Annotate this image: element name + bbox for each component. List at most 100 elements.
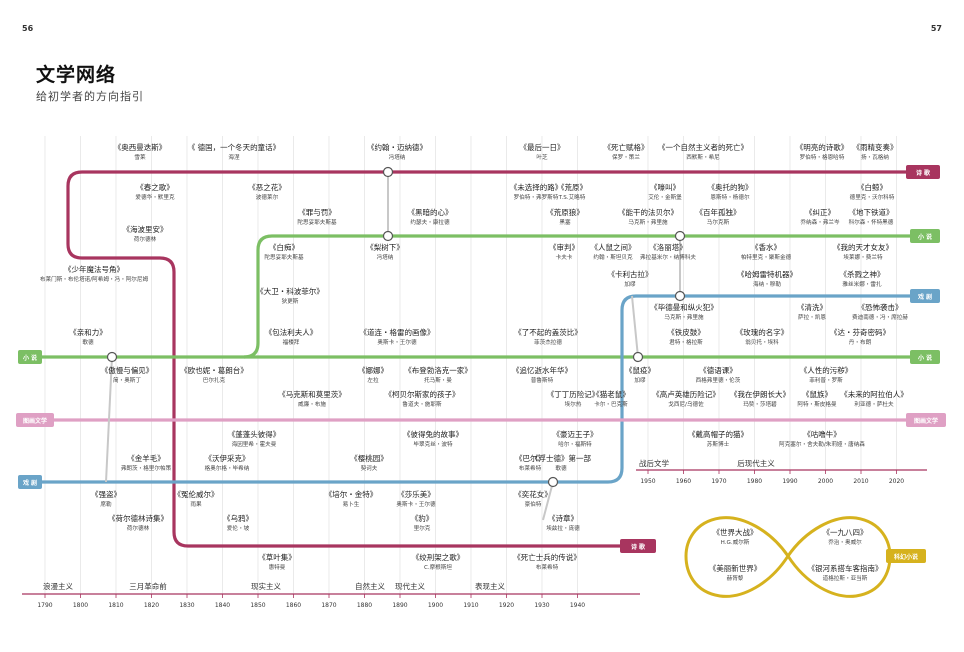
tick-label-bottom: 1890 — [392, 602, 407, 609]
work-author: 马尔克斯 — [707, 218, 730, 226]
work-author: 荷尔德林 — [127, 524, 150, 532]
work-title: 《欧也妮・葛朗台》 — [180, 365, 248, 375]
work-title: 《卡利古拉》 — [608, 269, 653, 279]
work-entry: 《荒原狼》黑塞 — [546, 207, 584, 226]
work-title: 《嚎叫》 — [650, 182, 680, 192]
work-entry: 《 德国，一个冬天的童话》海涅 — [188, 142, 280, 161]
work-title: 《培尔・金特》 — [325, 489, 378, 499]
work-title: 《樱桃园》 — [350, 453, 388, 463]
work-title: 《荷尔德林诗集》 — [108, 513, 168, 523]
tag-poetry-bottom: 诗 歌 — [631, 543, 646, 551]
work-entry: 《世界大战》H.G.威尔斯 — [713, 527, 758, 546]
tag-fiction-left: 小 说 — [22, 354, 37, 362]
work-entry: 《最后一日》叶芝 — [520, 142, 565, 161]
work-title: 《鼠族》 — [802, 389, 832, 399]
tag-fiction-left-bg — [18, 350, 42, 364]
work-author: 乔纳森・弗兰岑 — [800, 218, 840, 226]
work-title: 《咕噜牛》 — [803, 429, 841, 439]
work-title: 《哈姆雷特机器》 — [737, 269, 797, 279]
work-title: 《罪与罚》 — [298, 208, 336, 217]
work-title: 《奥西曼迭斯》 — [114, 142, 167, 152]
work-title: 《亲和力》 — [69, 327, 107, 337]
work-entry: 《奥西曼迭斯》雪莱 — [114, 142, 167, 161]
work-title: 《人性的污秽》 — [800, 365, 853, 375]
work-title: 《金羊毛》 — [127, 453, 165, 463]
work-entry: 《能干的法贝尔》马克斯・弗里施 — [618, 207, 678, 226]
work-entry: 《我在伊朗长大》玛赞・莎塔碧 — [730, 389, 790, 408]
tag-picturebook-right-bg — [906, 413, 946, 427]
era-label: 战后文学 — [639, 458, 669, 468]
tag-fiction-branch: 小 说 — [917, 233, 932, 241]
tick-label-bottom: 1900 — [428, 602, 443, 609]
tick-label-bottom: 1940 — [570, 602, 585, 609]
era-label: 表现主义 — [475, 581, 505, 591]
work-author: 左拉 — [367, 376, 379, 384]
work-title: 《白鲸》 — [857, 182, 887, 192]
work-entry: 《死亡士兵的传说》布莱希特 — [513, 552, 581, 571]
work-title: 《约翰・迈纳德》 — [367, 142, 427, 152]
work-entry: 《鼠疫》加缪 — [625, 365, 655, 384]
work-entry: 《培尔・金特》易卜生 — [325, 489, 378, 508]
work-author: 里尔克 — [414, 524, 431, 532]
work-title: 《铁皮鼓》 — [667, 327, 705, 337]
work-title: 《布登勃洛克一家》 — [404, 365, 472, 375]
work-title: 《恐怖袭击》 — [858, 302, 903, 312]
work-author: 萨拉・凯恩 — [798, 313, 826, 321]
work-entry: 《傲慢与偏见》简・奥斯丁 — [101, 365, 154, 384]
work-author: 福楼拜 — [283, 338, 300, 346]
work-title: 《包法利夫人》 — [265, 327, 318, 337]
work-title: 《恶之花》 — [248, 182, 286, 192]
work-entry: 《洛丽塔》弗拉基米尔・纳博科夫 — [640, 242, 696, 261]
work-title: 《梨树下》 — [366, 242, 404, 252]
work-author: 冯塔纳 — [377, 253, 394, 261]
work-entry: 《梨树下》冯塔纳 — [366, 242, 404, 261]
work-author: 翁贝托・埃科 — [745, 338, 779, 346]
work-title: 《最后一日》 — [520, 142, 565, 152]
work-author: 海因里希・霍夫曼 — [232, 440, 277, 448]
work-author: 罗伯特・格恩哈特 — [800, 153, 845, 161]
work-author: 埃兹拉・庞德 — [546, 524, 580, 532]
work-author: 雨果 — [190, 501, 202, 508]
work-entry: 《人鼠之间》约翰・斯坦贝克 — [591, 242, 636, 261]
work-author: 格奥尔格・毕希纳 — [205, 464, 250, 472]
work-author: 西格弗里德・伦茨 — [696, 376, 741, 384]
work-title: 《奥托的狗》 — [708, 182, 753, 192]
work-entry: 《雨精变奏》扬・瓦格纳 — [853, 142, 898, 161]
work-entry: 《樱桃园》契诃夫 — [350, 453, 388, 472]
work-title: 《一个自然主义者的死亡》 — [658, 142, 748, 152]
work-title: 《绞刑架之歌》 — [412, 552, 465, 562]
work-title: 《猫老鼠》 — [592, 389, 630, 399]
work-author: 保罗・策兰 — [612, 153, 640, 161]
tick-label-bottom: 1860 — [286, 602, 301, 609]
work-title: 《纠正》 — [805, 208, 835, 217]
work-title: 《丁丁历险记》 — [547, 389, 600, 399]
work-author: 阿特・斯皮格曼 — [797, 400, 837, 408]
era-label: 现代主义 — [395, 581, 425, 591]
work-title: 《我在伊朗长大》 — [730, 389, 790, 399]
work-title: 《银河系搭车客指南》 — [808, 563, 883, 573]
work-entry: 《人性的污秽》菲利普・罗斯 — [800, 365, 853, 384]
work-entry: 《诗章》埃兹拉・庞德 — [546, 513, 580, 532]
connector-lines — [105, 172, 681, 521]
tag-fiction-right: 小 说 — [917, 354, 932, 362]
work-author: 乔治・奥威尔 — [828, 538, 862, 546]
work-title: 《傲慢与偏见》 — [101, 365, 154, 375]
work-author: 冯塔纳 — [389, 153, 406, 161]
work-author: 加缪 — [634, 376, 646, 384]
node-fiction-2 — [674, 230, 686, 242]
tag-fiction-right-bg — [910, 350, 940, 364]
work-entry: 《罪与罚》陀思妥耶夫斯基 — [297, 208, 337, 226]
work-author: 苏斯博士 — [707, 440, 730, 448]
tick-label-top: 1970 — [711, 478, 726, 485]
work-entry: 《丁丁历险记》埃尔热 — [547, 389, 600, 408]
work-title: 《草叶集》 — [258, 552, 296, 562]
work-entry: 《豪迈王子》哈尔・福斯特 — [553, 429, 598, 448]
work-title: 《达・芬奇密码》 — [830, 327, 890, 337]
tick-label-top: 1950 — [640, 478, 655, 485]
work-title: 《冤伦威尔》 — [174, 489, 219, 499]
work-title: 《豹》 — [411, 513, 434, 523]
work-author: 加缪 — [624, 280, 636, 288]
work-author: 弗朗茨・格里尔帕策 — [121, 464, 172, 472]
work-author: 海涅 — [228, 153, 240, 161]
work-author: 爱伦・坡 — [227, 524, 250, 532]
